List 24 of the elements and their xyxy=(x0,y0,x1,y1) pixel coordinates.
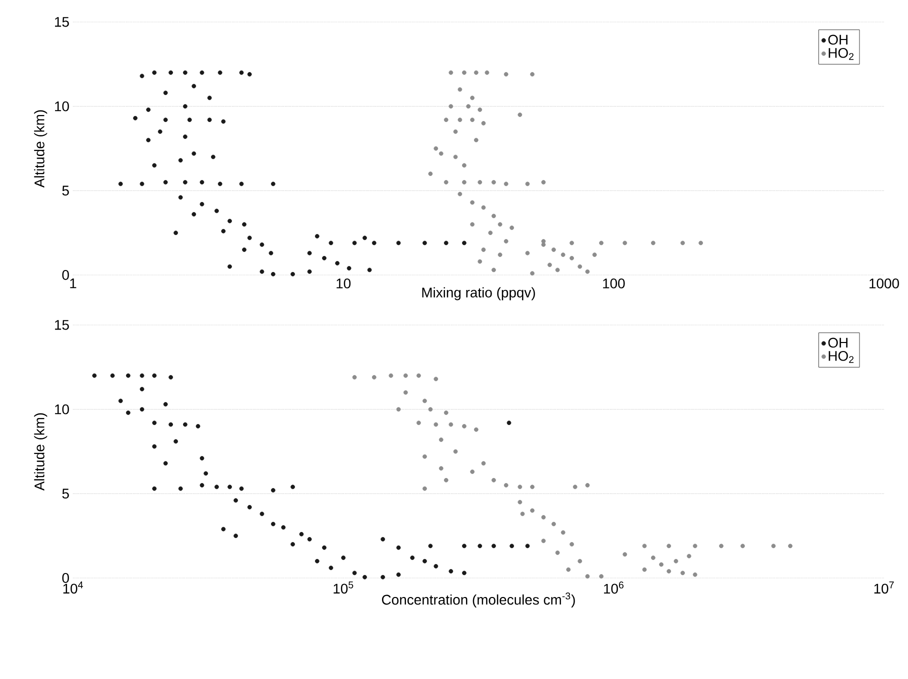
y-tick-label: 15 xyxy=(55,320,69,330)
y-tick-label: 5 xyxy=(62,186,69,196)
y-tick-label: 10 xyxy=(55,404,69,414)
y-tick-label: 0 xyxy=(62,573,69,583)
x-tick-label: 10$^{6}$ xyxy=(604,582,624,594)
x-tick-label: 10$^{5}$ xyxy=(334,582,354,594)
y-tick-label: 0 xyxy=(62,270,69,280)
x-axis-title: Concentration (molecules cm$^{-3}$) xyxy=(382,592,575,608)
x-tick-label: 10 xyxy=(336,278,351,288)
x-tick-label: 10$^{4}$ xyxy=(63,582,83,594)
x-tick-label: 1 xyxy=(70,278,76,288)
y-axis-title: Altitude (km) xyxy=(34,110,48,188)
y-tick-label: 5 xyxy=(62,488,69,499)
x-axis-title: Mixing ratio (ppqv) xyxy=(422,287,535,300)
legend-label: OH xyxy=(828,338,848,348)
legend-label: HO$_{2}$ xyxy=(828,48,854,60)
y-tick-label: 15 xyxy=(55,17,69,27)
legend-label: OH xyxy=(828,34,848,45)
y-axis-title: Altitude (km) xyxy=(34,413,48,491)
x-tick-label: 10$^{7}$ xyxy=(874,582,894,594)
x-tick-label: 100 xyxy=(603,278,625,288)
x-tick-label: 1000 xyxy=(870,278,899,288)
legend-label: HO$_{2}$ xyxy=(828,350,854,363)
y-tick-label: 10 xyxy=(55,101,69,112)
